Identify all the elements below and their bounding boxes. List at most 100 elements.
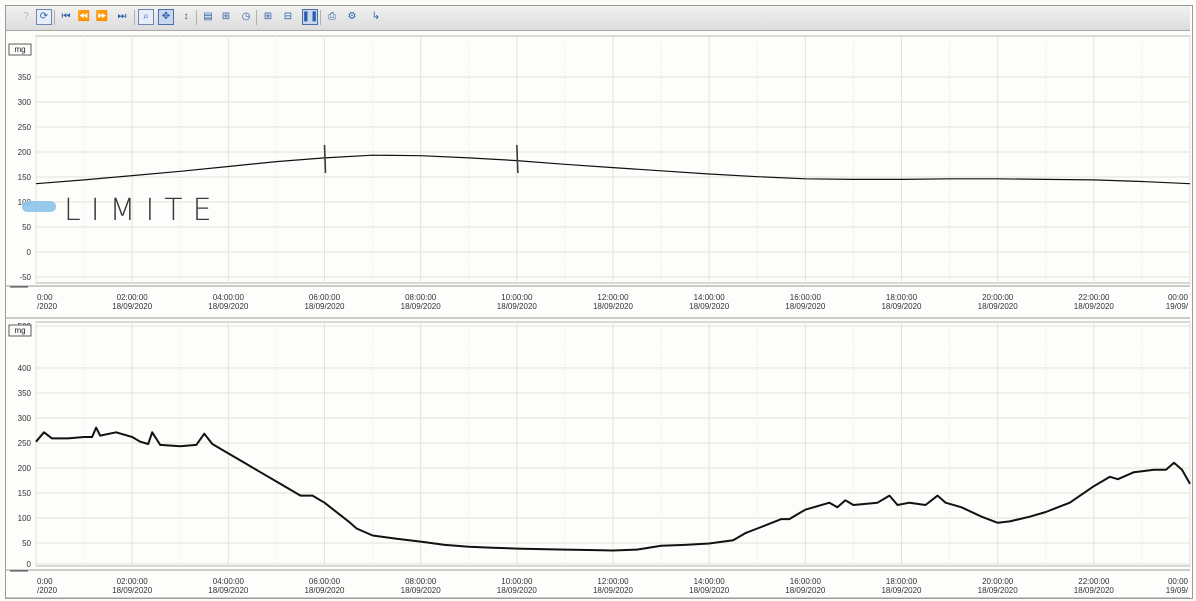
series-line-1 xyxy=(35,154,1191,185)
y-tick-label: 350 xyxy=(18,389,32,398)
x-tick-date: 18/09/2020 xyxy=(1074,302,1115,311)
zoom-button[interactable]: ⌕ xyxy=(138,9,154,25)
toolbar-separator xyxy=(196,10,197,25)
x-tick-date: 18/09/2020 xyxy=(497,302,538,311)
x-tick-time: 12:00:00 xyxy=(597,293,629,302)
y-tick-label: 0 xyxy=(27,560,32,569)
fast-forward-icon: ⏩ xyxy=(95,11,109,22)
x-tick-time: 22:00:00 xyxy=(1078,577,1110,586)
help-icon: ? xyxy=(23,11,29,22)
table-icon: ▤ xyxy=(203,11,213,22)
last-page-icon: ⏭ xyxy=(117,11,127,22)
toolbar-separator xyxy=(256,10,257,25)
y-tick-label: 50 xyxy=(22,223,31,232)
pause-icon: ❚❚ xyxy=(301,11,319,22)
x-tick-date: 18/09/2020 xyxy=(785,586,826,595)
last-page-button[interactable]: ⏭ xyxy=(114,9,130,25)
x-tick-date: 18/09/2020 xyxy=(304,302,345,311)
y-tick-label: 350 xyxy=(18,73,32,82)
x-tick-time: 22:00:00 xyxy=(1078,293,1110,302)
clock-icon: ◷ xyxy=(241,11,251,22)
x-tick-time: 10:00:00 xyxy=(501,577,533,586)
settings-button[interactable]: ⚙ xyxy=(344,9,360,25)
x-tick-date: 18/09/2020 xyxy=(112,302,153,311)
cursor-button[interactable]: ↳ xyxy=(368,9,384,25)
refresh-icon: ⟳ xyxy=(39,11,49,22)
x-tick-date: 19/09/ xyxy=(1166,302,1189,311)
x-tick-date: /2020 xyxy=(37,302,58,311)
x-tick-date: 18/09/2020 xyxy=(1074,586,1115,595)
clock-button[interactable]: ◷ xyxy=(238,9,254,25)
grid-in-icon: ⊞ xyxy=(263,11,273,22)
unit-box xyxy=(8,43,32,56)
x-tick-time: 18:00:00 xyxy=(886,577,918,586)
x-tick-date: 18/09/2020 xyxy=(401,302,442,311)
x-tick-date: 18/09/2020 xyxy=(112,586,153,595)
x-tick-time: 20:00:00 xyxy=(982,293,1014,302)
export-icon: ⊞ xyxy=(221,11,231,22)
y-tick-label: -50 xyxy=(19,273,31,282)
x-tick-date: 18/09/2020 xyxy=(401,586,442,595)
x-tick-time: 04:00:00 xyxy=(213,293,245,302)
chart-panel-1: 350300250200150100500-50mg0:00/202002:00… xyxy=(6,35,1191,319)
x-tick-date: 18/09/2020 xyxy=(785,302,826,311)
y-tick-label: 400 xyxy=(18,364,32,373)
y-tick-label: 0 xyxy=(27,248,32,257)
x-tick-time: 10:00:00 xyxy=(501,293,533,302)
rewind-button[interactable]: ⏪ xyxy=(76,9,92,25)
refresh-button[interactable]: ⟳ xyxy=(36,9,52,25)
fast-forward-button[interactable]: ⏩ xyxy=(94,9,110,25)
series-line-1 xyxy=(35,426,1191,552)
x-tick-time: 0:00 xyxy=(37,577,53,586)
toolbar-separator xyxy=(320,10,321,25)
x-tick-time: 06:00:00 xyxy=(309,293,341,302)
y-tick-label: 200 xyxy=(18,148,32,157)
unit-box xyxy=(8,324,32,337)
scale-button[interactable]: ↕ xyxy=(178,9,194,25)
print-button[interactable]: ⎙ xyxy=(324,9,340,25)
handwritten-mark xyxy=(516,144,519,174)
grid-out-button[interactable]: ⊟ xyxy=(280,9,296,25)
x-tick-time: 06:00:00 xyxy=(309,577,341,586)
x-tick-date: 18/09/2020 xyxy=(208,586,249,595)
x-tick-date: 18/09/2020 xyxy=(881,586,922,595)
grid-in-button[interactable]: ⊞ xyxy=(260,9,276,25)
x-tick-time: 14:00:00 xyxy=(694,293,726,302)
settings-icon: ⚙ xyxy=(347,11,357,22)
x-tick-time: 08:00:00 xyxy=(405,293,437,302)
x-tick-time: 16:00:00 xyxy=(790,577,822,586)
x-tick-date: 18/09/2020 xyxy=(497,586,538,595)
toolbar-separator xyxy=(134,10,135,25)
pan-button[interactable]: ✥ xyxy=(158,9,174,25)
handwritten-annotation: LIMITE xyxy=(64,193,222,228)
x-tick-date: 18/09/2020 xyxy=(881,302,922,311)
x-tick-date: 18/09/2020 xyxy=(304,586,345,595)
y-tick-label: 100 xyxy=(18,514,32,523)
first-page-button[interactable]: ⏮ xyxy=(58,9,74,25)
table-button[interactable]: ▤ xyxy=(200,9,216,25)
chart-toolbar: ? ⟳ ⏮ ⏪ ⏩ ⏭ ⌕ ✥ ↕ ▤ ⊞ ◷ ⊞ ⊟ ❚❚ ⎙ ⚙ ↳ xyxy=(6,6,1190,31)
x-tick-time: 00:00 xyxy=(1168,293,1189,302)
y-axis-unit-label: mg xyxy=(14,326,25,335)
y-tick-label: 150 xyxy=(18,489,32,498)
help-button[interactable]: ? xyxy=(18,9,34,25)
first-page-icon: ⏮ xyxy=(61,11,71,22)
chart-panel-2: 500400350300250200150100500mg0:00/202002… xyxy=(6,321,1191,599)
toolbar-separator xyxy=(54,10,55,25)
export-button[interactable]: ⊞ xyxy=(218,9,234,25)
pan-icon: ✥ xyxy=(161,11,171,22)
x-tick-date: /2020 xyxy=(37,586,58,595)
x-tick-date: 18/09/2020 xyxy=(208,302,249,311)
pause-button[interactable]: ❚❚ xyxy=(302,9,318,25)
handwritten-mark xyxy=(323,144,327,174)
x-tick-date: 18/09/2020 xyxy=(689,302,730,311)
print-icon: ⎙ xyxy=(328,11,336,22)
x-tick-date: 19/09/ xyxy=(1166,586,1189,595)
x-tick-time: 14:00:00 xyxy=(694,577,726,586)
x-tick-time: 04:00:00 xyxy=(213,577,245,586)
x-tick-date: 18/09/2020 xyxy=(978,586,1019,595)
y-tick-label: 300 xyxy=(18,414,32,423)
x-tick-time: 0:00 xyxy=(37,293,53,302)
x-tick-time: 00:00 xyxy=(1168,577,1189,586)
